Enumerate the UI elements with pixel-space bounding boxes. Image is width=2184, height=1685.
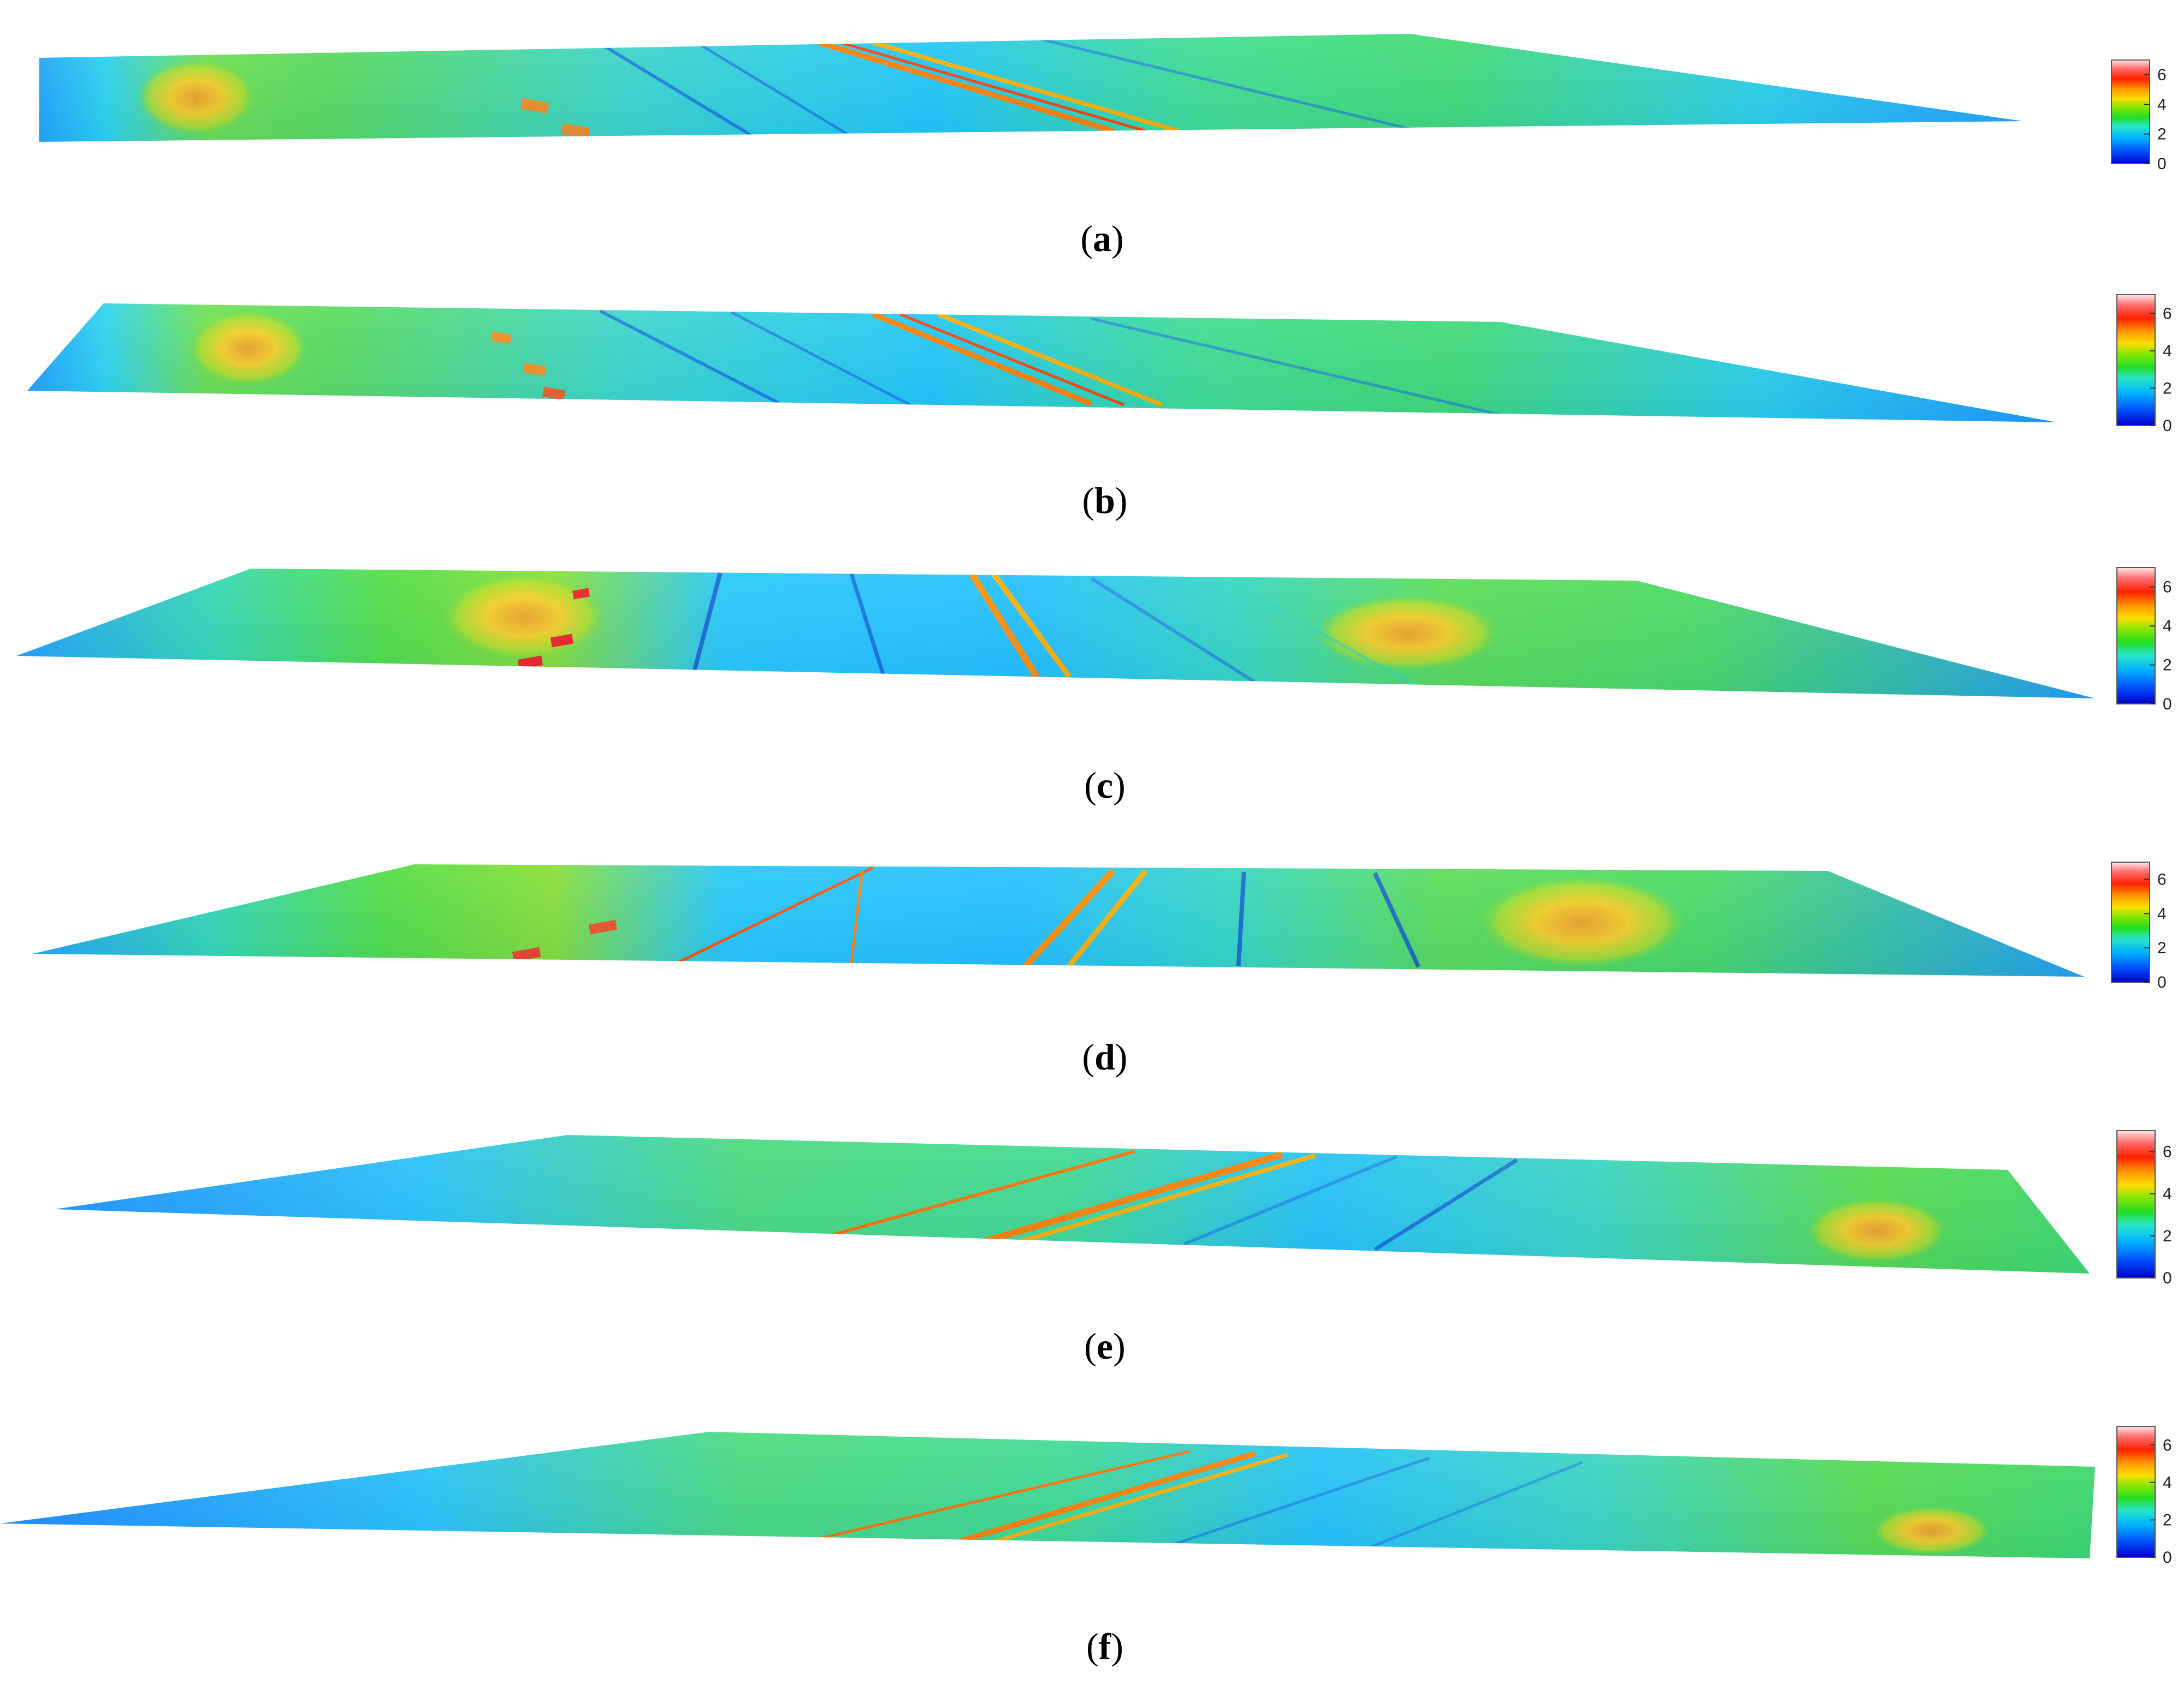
colorbar-tick-label: 4 [2163, 1185, 2172, 1203]
colorbar-tick-label: 0 [2163, 1549, 2172, 1567]
colorbar-tick-label: 4 [2163, 617, 2172, 635]
panel-f-caption: (f) [1086, 1626, 1123, 1667]
panel-e-caption: (e) [1084, 1325, 1126, 1367]
surface-a [39, 34, 2023, 142]
panel-a-caption: (a) [1080, 218, 1123, 259]
colorbar-tick-label: 2 [2157, 126, 2167, 144]
colorbar-e-bar [2116, 1130, 2156, 1278]
colorbar-tick-label: 4 [2157, 95, 2167, 113]
colorbar-a: 0 2 4 6 [2111, 59, 2167, 173]
colorbar-f: 0 2 4 6 [2116, 1426, 2172, 1567]
colorbar-f-bar [2116, 1426, 2156, 1558]
colorbar-tick-label: 6 [2157, 66, 2167, 84]
colorbar-b-bar [2116, 294, 2156, 426]
colorbar-tick-label: 0 [2163, 417, 2172, 435]
colorbar-tick-label: 6 [2157, 870, 2167, 888]
colorbar-tick-label: 0 [2163, 695, 2172, 713]
colorbar-d: 0 2 4 6 [2111, 862, 2167, 991]
surface-e [55, 1135, 2090, 1274]
surface-b [27, 303, 2057, 422]
colorbar-tick-label: 6 [2163, 1143, 2172, 1161]
panel-c: 0 2 4 6 (c) [16, 567, 2172, 806]
colorbar-tick-label: 0 [2157, 973, 2167, 991]
colorbar-tick-label: 6 [2163, 1436, 2172, 1454]
panel-a: 0 2 4 6 (a) [39, 34, 2167, 259]
colorbar-tick-label: 2 [2163, 379, 2172, 397]
colorbar-tick-label: 2 [2163, 1227, 2172, 1245]
colorbar-d-bar [2111, 862, 2150, 983]
colorbar-tick-label: 4 [2163, 342, 2172, 360]
surface-d [33, 864, 2084, 977]
panel-b: 0 2 4 6 (b) [27, 294, 2172, 521]
colorbar-e: 0 2 4 6 [2116, 1130, 2172, 1287]
colorbar-tick-label: 2 [2163, 1511, 2172, 1529]
colorbar-tick-label: 2 [2157, 939, 2167, 957]
panel-f: 0 2 4 6 (f) [0, 1426, 2172, 1667]
surface-c [16, 569, 2095, 698]
colorbar-b: 0 2 4 6 [2116, 294, 2172, 435]
panel-d: 0 2 4 6 (d) [33, 862, 2167, 1078]
colorbar-tick-label: 6 [2163, 304, 2172, 322]
colorbar-tick-label: 2 [2163, 656, 2172, 674]
panel-c-caption: (c) [1084, 764, 1126, 806]
panel-d-caption: (d) [1082, 1036, 1127, 1078]
colorbar-tick-label: 4 [2157, 905, 2167, 923]
colorbar-tick-label: 0 [2163, 1269, 2172, 1287]
colorbar-tick-label: 0 [2157, 155, 2167, 173]
colorbar-c: 0 2 4 6 [2116, 567, 2172, 713]
colorbar-c-bar [2116, 567, 2156, 704]
panel-b-caption: (b) [1082, 480, 1127, 521]
panel-e: 0 2 4 6 (e) [55, 1130, 2172, 1367]
surface-f [0, 1432, 2095, 1558]
colorbar-tick-label: 4 [2163, 1474, 2172, 1492]
colorbar-a-bar [2111, 59, 2150, 164]
colorbar-tick-label: 6 [2163, 578, 2172, 596]
